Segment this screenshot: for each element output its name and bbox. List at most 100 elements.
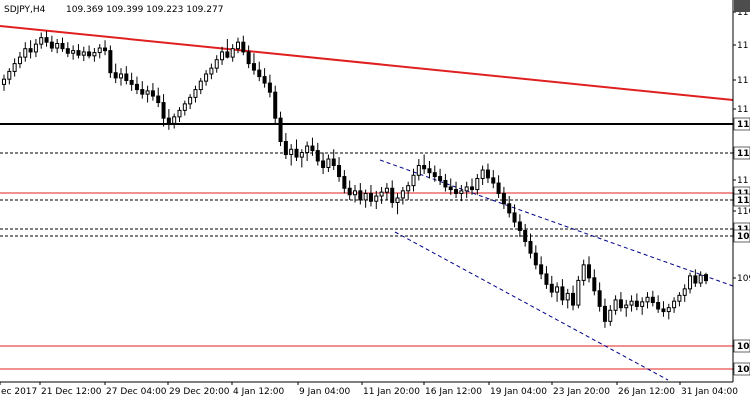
candle-body (347, 187, 352, 196)
time-tick-label: 31 Jan 04:00 (681, 387, 738, 397)
candle (384, 183, 389, 200)
candle (172, 113, 177, 129)
candle (220, 46, 225, 65)
candle (49, 35, 54, 52)
candle (342, 170, 347, 194)
candle-body (55, 42, 60, 49)
candle-body (475, 178, 480, 191)
candle-body (634, 300, 639, 307)
time-tick-label: 26 Jan 12:00 (618, 387, 675, 397)
candle-body (517, 221, 522, 231)
price-tick-label: 11 (737, 105, 748, 115)
time-tick-label: 29 Dec 20:00 (169, 387, 230, 397)
candle-body (273, 91, 278, 119)
candle (321, 152, 326, 174)
candle (693, 269, 698, 287)
candle-body (337, 165, 342, 178)
candle (464, 181, 469, 198)
candle-body (161, 102, 166, 119)
candle (198, 77, 203, 95)
candle (278, 111, 283, 147)
candle (496, 175, 501, 198)
candle (432, 165, 437, 182)
candle-body (289, 148, 294, 155)
candle (12, 58, 17, 77)
price-tick-label: 11 (737, 41, 748, 51)
candle (262, 68, 267, 88)
candle-body (523, 229, 528, 242)
candle (411, 168, 416, 192)
candle (400, 186, 405, 205)
time-tick-label: 16 Jan 12:00 (425, 387, 482, 397)
candle (177, 107, 182, 123)
candle-body (65, 48, 70, 54)
candle (209, 63, 214, 80)
current-price-label: undefined (736, 0, 750, 3)
candle (7, 68, 12, 85)
candle (134, 76, 139, 95)
candle (555, 282, 560, 302)
time-tick-label: 9 Jan 04:00 (299, 387, 351, 397)
candle (666, 303, 671, 320)
candle (182, 100, 187, 116)
candle (310, 137, 315, 156)
candle (470, 178, 474, 195)
time-tick-label: 11 Jan 20:00 (363, 387, 420, 397)
candle-body (353, 190, 357, 196)
candle (2, 74, 6, 91)
candle-body (411, 174, 416, 187)
time-tick-label: ec 2017 (1, 387, 37, 397)
candle (129, 72, 134, 91)
candle-body (60, 42, 65, 50)
candle (60, 37, 65, 52)
candle-body (140, 89, 145, 95)
price-tick-label: 109 (737, 274, 750, 284)
candle (688, 272, 693, 294)
candle-body (491, 177, 496, 184)
candle (416, 159, 421, 181)
candle (331, 149, 336, 171)
candle-body (12, 63, 17, 72)
candle (241, 35, 246, 56)
candle-body (246, 51, 251, 65)
candle-body (390, 187, 395, 204)
candle (193, 85, 198, 103)
candle (108, 45, 113, 78)
candle (565, 288, 570, 309)
candle-body (507, 203, 512, 214)
candle-body (76, 50, 81, 56)
candle (289, 144, 294, 166)
candle (140, 81, 145, 99)
candle (549, 275, 554, 298)
price-label-box (733, 146, 750, 160)
candle (571, 285, 576, 311)
candle-body (119, 73, 123, 79)
candle-body (666, 307, 671, 313)
candle-body (220, 51, 225, 61)
candle (661, 301, 666, 317)
candle-body (427, 168, 432, 174)
candle-body (560, 286, 565, 301)
price-label-box (733, 193, 750, 207)
candle-body (618, 299, 623, 309)
candle-body (198, 80, 203, 91)
candle-body (81, 51, 86, 56)
candle-body (278, 117, 283, 143)
candle (448, 178, 453, 195)
candle (294, 139, 299, 161)
candle-body (395, 197, 400, 204)
candle-body (251, 63, 256, 71)
candle-body (299, 152, 304, 158)
price-label-box (733, 339, 750, 353)
candle (406, 181, 411, 200)
candle-body (613, 299, 618, 311)
candle-body (688, 275, 693, 290)
candle (33, 38, 38, 58)
candle (87, 45, 92, 59)
trend-line (0, 25, 734, 101)
candle-body (363, 192, 368, 201)
candle (656, 295, 661, 313)
price-tick-label: 108 (737, 365, 750, 375)
candle (390, 180, 395, 208)
candle (145, 85, 150, 103)
